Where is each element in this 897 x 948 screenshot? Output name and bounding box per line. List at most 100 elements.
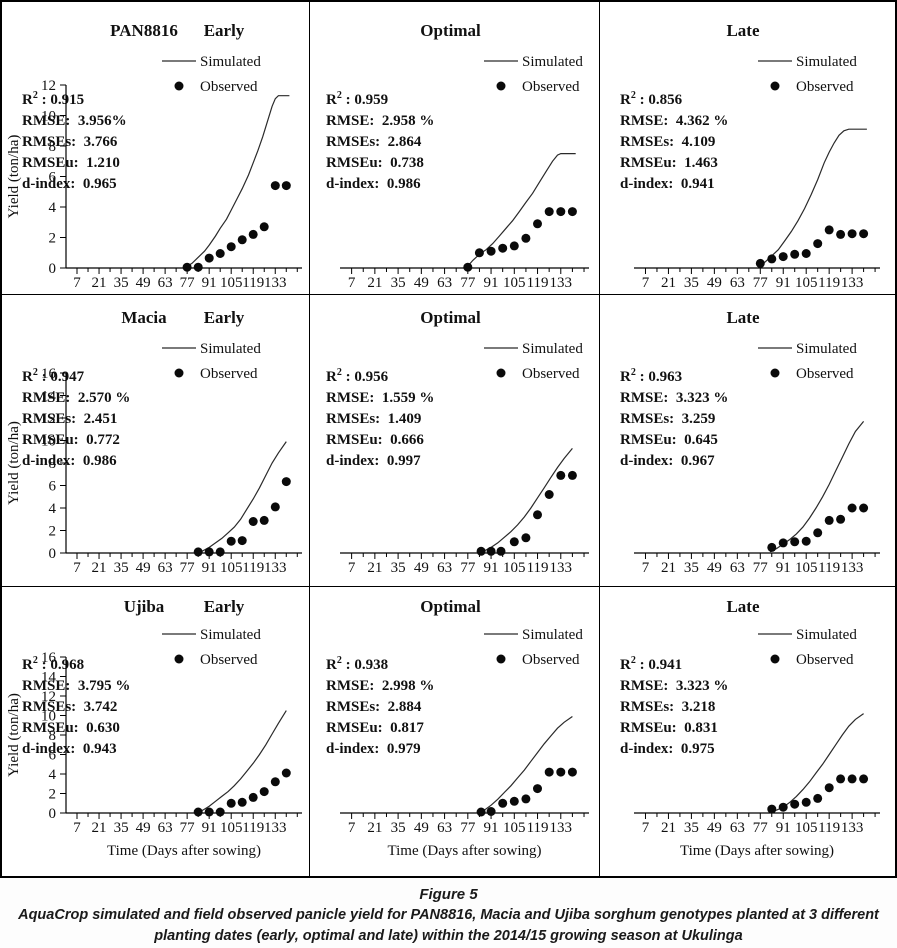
- observed-point: [281, 181, 291, 191]
- stats-r2: R2 : 0.956: [326, 367, 389, 385]
- stats-r2: R2 : 0.959: [326, 90, 388, 108]
- observed-point: [790, 799, 800, 809]
- observed-point: [498, 243, 508, 253]
- observed-point: [486, 807, 496, 816]
- stats-d-index: d-index: 0.997: [326, 453, 421, 469]
- stats-rmses: RMSEs: 3.766: [22, 134, 118, 150]
- chart-grid: PAN8816 Early Simulated Observed R2 : 0.915 R…: [0, 0, 897, 878]
- x-tick-label: 77: [753, 820, 769, 836]
- legend-simulated-label: Simulated: [200, 627, 261, 643]
- observed-point: [556, 207, 566, 217]
- stats-rmseu: RMSEu: 0.738: [326, 155, 424, 171]
- x-tick-label: 133: [264, 560, 287, 576]
- chart-panel-late: Late Simulated Observed R2 : 0.856 RMSE: 4.3…: [600, 2, 895, 295]
- observed-point: [486, 546, 496, 556]
- observed-point: [281, 477, 291, 487]
- observed-point: [463, 262, 473, 272]
- panel-planting-title: Early: [204, 308, 245, 327]
- figure-caption-block: Figure 5 AquaCrop simulated and field ob…: [0, 878, 897, 948]
- observed-point: [544, 767, 554, 777]
- simulated-line: [183, 95, 290, 269]
- x-tick-label: 77: [180, 560, 196, 576]
- legend-observed-dot-swatch: [174, 368, 184, 378]
- y-tick-label: 8: [49, 728, 57, 744]
- observed-point: [755, 258, 765, 268]
- chart-panel-Ujiba-early: Ujiba Early Simulated Observed R2 : 0.968 RMS…: [2, 587, 310, 876]
- y-axis-label: Yield (ton/ha): [6, 421, 22, 505]
- observed-point: [790, 537, 800, 547]
- chart-canvas: Ujiba Early Simulated Observed R2 : 0.968 RMS…: [6, 597, 302, 859]
- chart-canvas: Late Simulated Observed R2 : 0.963 RMSE: 3.3…: [620, 308, 880, 576]
- observed-point: [476, 807, 486, 817]
- observed-point: [801, 249, 811, 258]
- stats-d-index: d-index: 0.986: [326, 176, 421, 192]
- stats-d-index: d-index: 0.975: [620, 741, 715, 757]
- y-tick-label: 2: [49, 524, 57, 540]
- y-axis-label: Yield (ton/ha): [6, 135, 22, 219]
- x-tick-label: 21: [92, 820, 107, 836]
- panel-planting-title: Optimal: [420, 597, 481, 616]
- stats-rmse: RMSE: 2.958 %: [326, 113, 434, 129]
- chart-panel-optimal: Optimal Simulated Observed R2 : 0.959 RMSE: …: [310, 2, 600, 295]
- stats-rmse: RMSE: 2.998 %: [326, 678, 434, 694]
- panel-genotype-title: Macia: [121, 308, 167, 327]
- x-tick-label: 63: [437, 820, 452, 836]
- legend-simulated-label: Simulated: [522, 627, 583, 643]
- stats-d-index: d-index: 0.941: [620, 176, 715, 192]
- observed-point: [270, 502, 280, 512]
- observed-point: [270, 181, 280, 191]
- y-tick-label: 14: [41, 670, 57, 686]
- x-tick-label: 119: [242, 820, 264, 836]
- x-tick-label: 119: [818, 275, 840, 291]
- observed-point: [847, 503, 857, 513]
- observed-point: [248, 792, 258, 802]
- x-tick-label: 105: [795, 820, 818, 836]
- observed-point: [509, 537, 519, 547]
- x-tick-label: 105: [795, 560, 818, 576]
- observed-point: [237, 536, 247, 546]
- x-tick-label: 7: [348, 275, 356, 291]
- legend-observed-label: Observed: [200, 79, 258, 95]
- observed-point: [204, 547, 214, 557]
- stats-rmses: RMSEs: 2.864: [326, 134, 422, 150]
- chart-panel-optimal: Optimal Simulated Observed R2 : 0.938 RMSE: …: [310, 587, 600, 876]
- x-tick-label: 7: [73, 820, 81, 836]
- observed-point: [259, 787, 269, 797]
- y-tick-label: 10: [41, 434, 56, 450]
- observed-point: [778, 802, 788, 812]
- stats-rmses: RMSEs: 3.218: [620, 699, 715, 715]
- x-tick-label: 35: [114, 560, 129, 576]
- observed-point: [824, 783, 834, 793]
- x-tick-label: 105: [503, 820, 526, 836]
- x-tick-label: 35: [391, 560, 406, 576]
- observed-point: [533, 219, 542, 229]
- x-tick-label: 119: [818, 560, 840, 576]
- chart-canvas: Late Simulated Observed R2 : 0.856 RMSE: 4.3…: [620, 21, 880, 291]
- observed-point: [496, 546, 506, 556]
- x-tick-label: 21: [367, 820, 382, 836]
- observed-point: [813, 793, 823, 803]
- y-tick-label: 0: [49, 806, 57, 822]
- x-tick-label: 77: [180, 820, 196, 836]
- x-tick-label: 7: [642, 275, 650, 291]
- x-tick-label: 35: [114, 820, 129, 836]
- stats-rmseu: RMSEu: 0.831: [620, 720, 718, 736]
- observed-point: [226, 242, 236, 252]
- observed-point: [778, 538, 788, 548]
- panel-planting-title: Early: [204, 21, 245, 40]
- observed-point: [859, 774, 869, 784]
- observed-point: [281, 768, 291, 778]
- observed-point: [778, 252, 788, 262]
- legend-simulated-label: Simulated: [796, 54, 857, 70]
- stats-rmseu: RMSEu: 0.645: [620, 432, 718, 448]
- stats-d-index: d-index: 0.965: [22, 176, 117, 192]
- y-tick-label: 6: [49, 748, 57, 764]
- stats-rmse: RMSE: 3.795 %: [22, 678, 130, 694]
- chart-canvas: Optimal Simulated Observed R2 : 0.959 RMSE: …: [326, 21, 589, 291]
- stats-rmse: RMSE: 3.956%: [22, 113, 127, 129]
- observed-point: [544, 490, 554, 499]
- x-tick-label: 105: [220, 820, 243, 836]
- stats-r2: R2 : 0.938: [326, 655, 388, 673]
- stats-rmses: RMSEs: 2.451: [22, 411, 117, 427]
